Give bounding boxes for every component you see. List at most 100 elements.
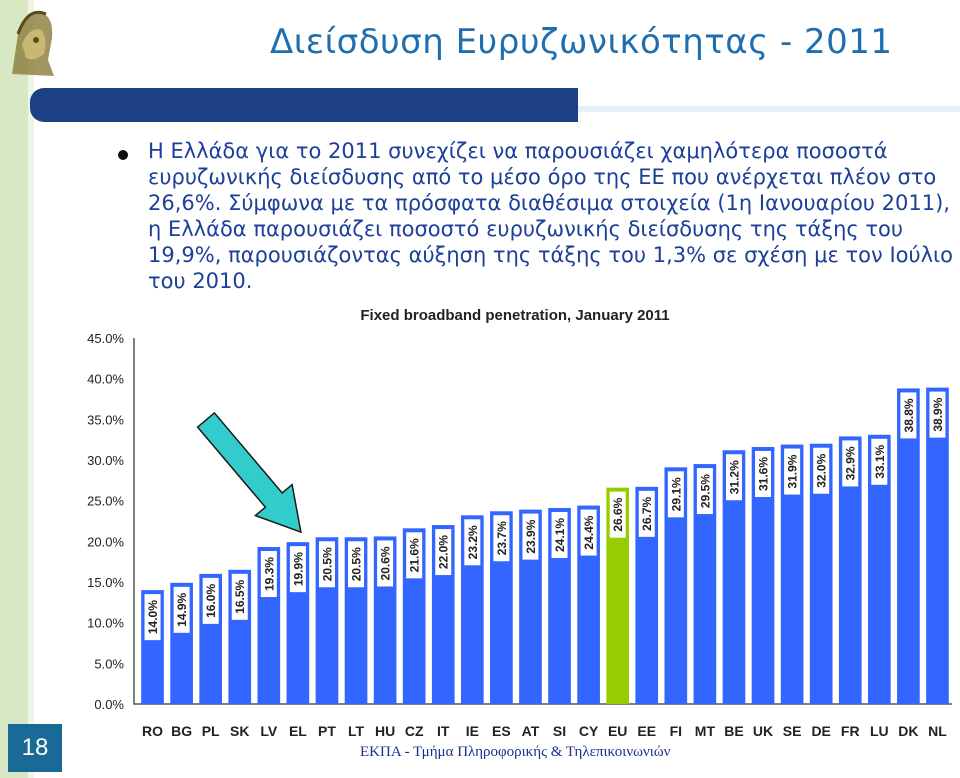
data-label: 32.9% [844, 446, 858, 480]
data-label-box [900, 392, 917, 439]
data-label-box [755, 450, 772, 497]
data-label-box [638, 490, 655, 537]
title-underline-light [578, 106, 960, 112]
data-label: 14.0% [146, 600, 160, 634]
data-label: 31.2% [727, 460, 741, 494]
x-tick-label: IE [466, 723, 479, 739]
data-label: 29.5% [698, 474, 712, 508]
bar-fi [664, 467, 688, 704]
data-label: 20.6% [379, 546, 393, 580]
bar-de [809, 443, 833, 704]
data-label: 21.6% [408, 538, 422, 572]
title-underline-bar [30, 88, 578, 122]
x-tick-label: IT [437, 723, 450, 739]
bar-nl [926, 387, 949, 704]
x-tick-label: DE [811, 723, 830, 739]
y-tick-label: 10.0% [87, 616, 124, 631]
bar-se [780, 444, 804, 704]
x-tick-label: UK [753, 723, 773, 739]
x-tick-label: FI [670, 723, 682, 739]
bar-mt [693, 464, 717, 704]
bar-eu [606, 487, 630, 704]
y-tick-label: 30.0% [87, 453, 124, 468]
x-tick-label: SI [553, 723, 566, 739]
data-label: 24.4% [582, 515, 596, 549]
data-label: 19.9% [291, 552, 305, 586]
data-label: 20.5% [320, 547, 334, 581]
left-decorative-band-light [28, 0, 34, 778]
x-tick-label: RO [142, 723, 163, 739]
data-label: 38.8% [902, 398, 916, 432]
x-tick-label: EU [608, 723, 627, 739]
data-label: 23.9% [524, 519, 538, 553]
data-label-box [231, 573, 248, 620]
data-label: 24.1% [553, 518, 567, 552]
pointer-arrow-icon [196, 411, 302, 534]
x-tick-label: PL [202, 723, 220, 739]
data-label-box [435, 529, 452, 576]
data-label-box [871, 438, 888, 485]
data-label: 22.0% [437, 535, 451, 569]
bar-uk [751, 446, 775, 704]
data-label: 26.6% [611, 497, 625, 531]
y-tick-label: 0.0% [94, 697, 124, 712]
data-label: 23.2% [466, 525, 480, 559]
x-tick-label: EL [289, 723, 307, 739]
data-label-box [551, 511, 568, 558]
data-label: 16.5% [233, 579, 247, 613]
x-tick-label: DK [898, 723, 918, 739]
data-label: 26.7% [640, 497, 654, 531]
bar-ee [635, 486, 659, 704]
y-tick-label: 40.0% [87, 372, 124, 387]
x-tick-label: FR [841, 723, 860, 739]
x-tick-label: PT [318, 723, 336, 739]
x-tick-label: HU [375, 723, 395, 739]
slide-title: Διείσδυση Ευρυζωνικότητας - 2011 [270, 22, 893, 62]
x-tick-label: EE [637, 723, 656, 739]
data-label-box [202, 577, 219, 624]
bars: 14.0% 14.9% 16.0% 16.5% 19.3% 19.9% 20.5% 20.5%… [141, 387, 949, 704]
data-label: 31.9% [786, 454, 800, 488]
data-label-box [842, 440, 859, 487]
chart-title: Fixed broadband penetration, January 201… [360, 307, 669, 324]
bar-be [722, 450, 746, 704]
university-logo-icon [12, 10, 54, 76]
x-tick-label: LU [870, 723, 889, 739]
data-label-box [144, 594, 161, 641]
data-label-box [173, 586, 190, 633]
data-label: 32.0% [815, 453, 829, 487]
x-tick-label: BE [724, 723, 743, 739]
data-label-box [725, 454, 742, 501]
bar-fr [838, 436, 862, 704]
left-decorative-band [0, 0, 28, 778]
arrow-shape [196, 411, 302, 534]
x-tick-label: LV [260, 723, 278, 739]
data-label-box [318, 541, 335, 588]
data-label-box [696, 468, 713, 515]
bullet-icon [118, 150, 128, 160]
data-label: 19.3% [262, 557, 276, 591]
data-label-box [929, 391, 946, 438]
y-tick-label: 15.0% [87, 575, 124, 590]
data-label-box [348, 541, 365, 588]
data-label: 29.1% [669, 477, 683, 511]
y-tick-label: 25.0% [87, 494, 124, 509]
y-tick-label: 5.0% [94, 656, 124, 671]
bullet-text: Η Ελλάδα για το 2011 συνεχίζει να παρουσ… [148, 139, 954, 293]
x-tick-label: MT [695, 723, 716, 739]
data-label-box [493, 515, 510, 562]
data-label: 14.9% [175, 592, 189, 626]
x-tick-label: CZ [405, 723, 424, 739]
data-label: 31.6% [757, 457, 771, 491]
x-tick-label: AT [522, 723, 540, 739]
data-label-box [580, 509, 597, 556]
data-label-box [813, 447, 830, 494]
y-tick-label: 35.0% [87, 412, 124, 427]
x-tick-label: NL [928, 723, 947, 739]
x-tick-label: BG [171, 723, 192, 739]
slide-number: 18 [8, 724, 62, 772]
data-label-box [522, 513, 539, 560]
x-tick-label: LT [348, 723, 365, 739]
data-label: 23.7% [495, 521, 509, 555]
